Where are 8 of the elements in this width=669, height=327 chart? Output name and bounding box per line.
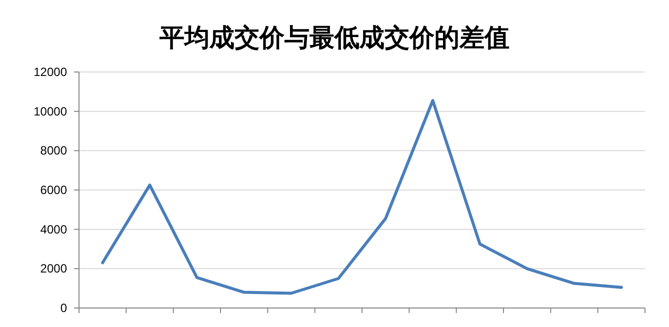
chart-title: 平均成交价与最低成交价的差值 bbox=[158, 23, 510, 52]
y-tick-label: 8000 bbox=[40, 144, 68, 158]
y-tick-label: 10000 bbox=[34, 104, 68, 118]
y-tick-label: 2000 bbox=[40, 262, 68, 276]
y-tick-label: 0 bbox=[60, 301, 68, 315]
y-tick-label: 12000 bbox=[34, 65, 68, 79]
y-tick-label: 4000 bbox=[40, 222, 68, 236]
y-tick-label: 6000 bbox=[40, 183, 68, 197]
